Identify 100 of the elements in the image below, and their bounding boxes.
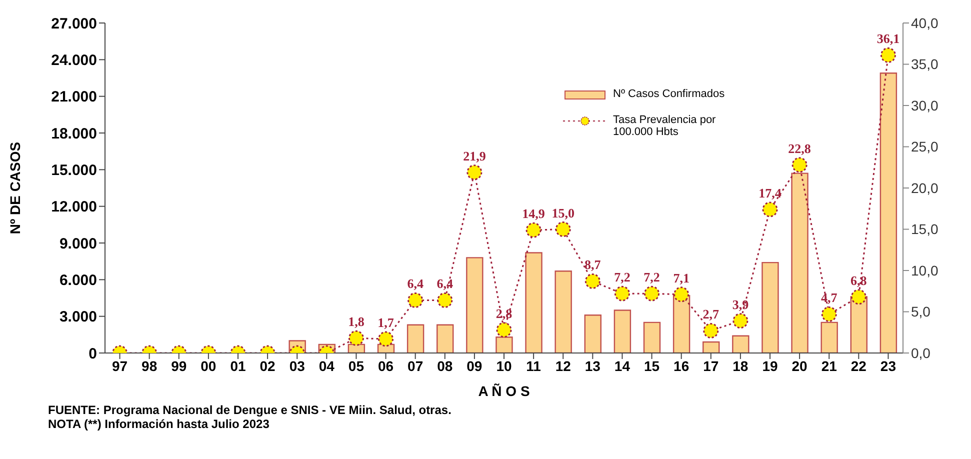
y-tick-label: 15.000 [51,162,97,179]
x-tick-label: 11 [526,358,542,374]
x-tick-label: 02 [260,358,276,374]
bar [614,310,632,353]
x-tick-label: 20 [792,358,808,374]
x-tick-label: 21 [821,358,838,374]
x-axis-title: A Ñ O S [478,383,530,399]
data-label: 17,4 [758,185,782,200]
bar [643,322,661,353]
data-label: 6,4 [436,276,454,292]
x-tick-label: 07 [408,358,424,374]
point [880,47,896,63]
y2-tick-label: 0,0 [911,344,931,361]
point [614,286,630,302]
y2-tick-label: 30,0 [911,97,938,114]
y2-tick-label: 35,0 [911,56,938,72]
point [674,286,690,302]
y-tick-label: 24.000 [51,52,97,69]
data-label: 15,0 [552,205,574,220]
y2-tick-label: 10,0 [911,262,938,278]
point [644,286,660,302]
x-tick-label: 13 [584,358,601,374]
x-tick-label: 10 [496,358,512,374]
point [732,313,748,329]
x-tick-label: 98 [142,358,158,374]
y2-tick-label: 25,0 [911,138,938,155]
point [555,222,571,237]
x-tick-label: 18 [732,358,748,374]
x-tick-label: 06 [378,358,394,374]
x-tick-label: 17 [703,358,719,374]
point [348,330,364,346]
y2-tick-label: 5,0 [911,304,931,320]
x-tick-label: 01 [230,358,246,374]
legend-label: Tasa Prevalencia por 100.000 Hbts [613,114,717,138]
bar [525,252,542,353]
y-tick-label: 6.000 [59,272,97,289]
legend-label: Nº Casos Confirmados [613,88,725,100]
data-label: 21,9 [463,148,486,164]
y-tick-label: 27.000 [51,15,97,32]
point [762,202,778,218]
point [821,306,837,322]
x-tick-label: 22 [850,358,867,374]
data-label: 7,1 [673,270,690,286]
point [703,322,719,338]
x-tick-label: 97 [112,358,128,374]
data-label: 1,8 [348,314,365,330]
y-tick-label: 18.000 [51,125,97,142]
bar [702,341,720,353]
text: NOTA (**) Información hasta Julio 2023 [48,417,270,431]
point [378,331,394,347]
point [526,222,542,238]
x-tick-label: 12 [555,358,572,374]
y2-tick-label: 40,0 [911,14,938,31]
x-tick-label: 15 [644,358,660,374]
x-tick-label: 09 [466,358,482,374]
data-label: 1,7 [378,314,394,330]
data-label: 7,2 [614,270,630,285]
y-tick-label: 21.000 [51,88,97,106]
bar [466,257,484,353]
y-tick-label: 3.000 [59,308,97,326]
bar [436,324,454,353]
x-tick-label: 19 [762,358,778,374]
data-label: 14,9 [522,206,546,222]
data-label: 6,8 [850,272,868,288]
x-tick-label: 08 [437,358,453,374]
data-label: 8,7 [584,257,602,272]
x-tick-label: 16 [674,358,690,374]
x-tick-label: 00 [200,358,216,374]
y2-tick-label: 20,0 [911,180,938,196]
x-tick-label: 14 [614,358,630,374]
bar [672,294,690,353]
x-tick-label: 03 [289,358,306,374]
point [466,164,482,180]
point [850,289,866,305]
source-note: FUENTE: Programa Nacional de Dengue e SNIS - VE Miin. Salud, otras. [48,403,452,417]
data-label: 3,9 [732,296,750,312]
data-label: 7,2 [644,270,660,285]
x-tick-label: 05 [348,358,364,374]
y-tick-label: 0 [88,345,97,362]
y2-tick-label: 15,0 [911,221,938,238]
y-tick-label: 12.000 [51,198,97,216]
bar [880,72,898,353]
bar [791,172,808,353]
point [584,273,600,289]
data-label: 6,4 [407,276,424,292]
data-label: 22,8 [788,140,812,156]
bar [820,322,838,353]
bar [762,262,779,353]
x-tick-label: 23 [880,358,896,374]
data-label: 2,7 [702,306,720,322]
x-tick-label: 04 [318,358,335,374]
bar [554,270,572,353]
point [792,157,808,173]
point [437,292,453,308]
bar [496,336,513,353]
bar [732,335,750,353]
data-label: 4,7 [820,290,838,306]
x-tick-label: 99 [171,358,187,374]
point [496,322,512,338]
data-label: 36,1 [876,31,900,46]
